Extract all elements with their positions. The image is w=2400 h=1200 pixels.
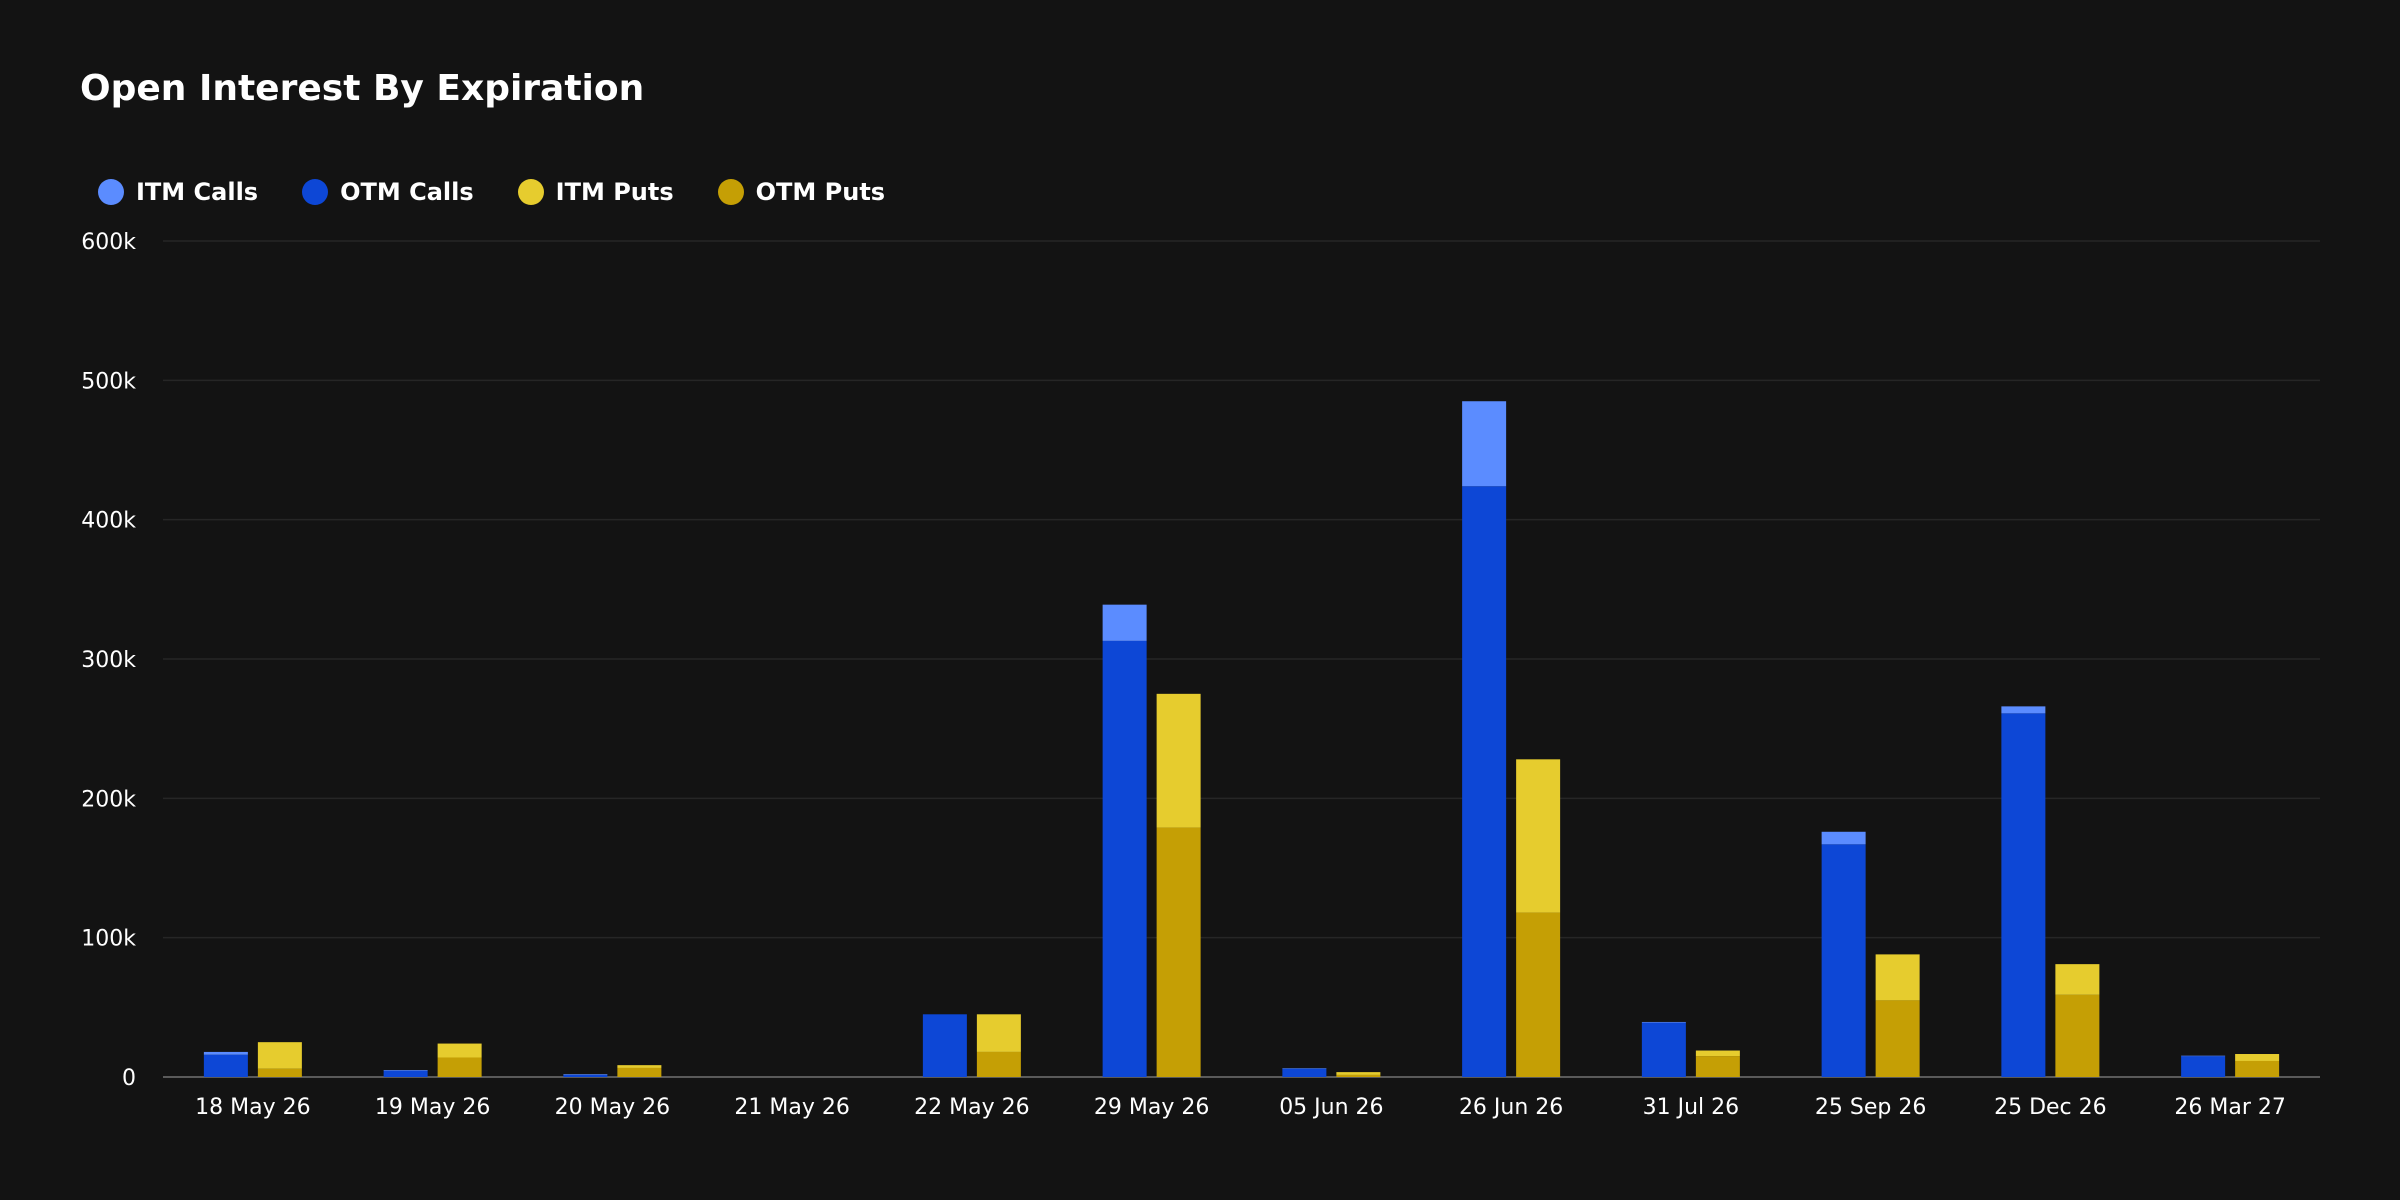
bar-itm-calls-5 [1102, 604, 1147, 641]
bar-itm-puts-9 [1875, 954, 1920, 1001]
bar-otm-calls-10 [2001, 713, 2046, 1077]
legend-item-itm-calls[interactable]: ITM Calls [98, 178, 258, 206]
chart-legend: ITM Calls OTM Calls ITM Puts OTM Puts [98, 178, 929, 206]
bar-itm-puts-11 [2235, 1054, 2280, 1061]
y-tick-label-200k: 200k [81, 787, 136, 812]
bar-otm-calls-4 [922, 1014, 967, 1077]
bar-otm-calls-9 [1821, 844, 1866, 1077]
x-tick-label-6: 05 Jun 26 [1279, 1095, 1383, 1120]
bar-itm-calls-7 [1462, 401, 1507, 487]
legend-label-otm-calls: OTM Calls [340, 178, 474, 206]
x-tick-label-3: 21 May 26 [734, 1095, 849, 1120]
bar-otm-puts-5 [1156, 827, 1201, 1077]
bar-otm-calls-6 [1282, 1068, 1327, 1077]
legend-label-otm-puts: OTM Puts [755, 178, 886, 206]
legend-dot-itm-puts [517, 179, 544, 205]
legend-item-itm-puts[interactable]: ITM Puts [517, 178, 674, 206]
legend-label-itm-puts: ITM Puts [555, 178, 674, 206]
y-tick-label-300k: 300k [81, 648, 136, 673]
y-tick-label-600k: 600k [81, 230, 136, 255]
bar-itm-puts-6 [1336, 1072, 1381, 1075]
legend-dot-itm-calls [98, 179, 124, 205]
bar-otm-calls-11 [2181, 1056, 2226, 1077]
bar-itm-calls-11 [2181, 1055, 2226, 1057]
y-tick-label-100k: 100k [81, 927, 136, 952]
bar-itm-puts-10 [2055, 964, 2100, 995]
bar-itm-puts-8 [1695, 1050, 1740, 1057]
legend-label-itm-calls: ITM Calls [136, 178, 259, 206]
x-tick-label-7: 26 Jun 26 [1459, 1095, 1563, 1120]
x-tick-label-10: 25 Dec 26 [1994, 1095, 2107, 1120]
x-tick-label-4: 22 May 26 [914, 1095, 1029, 1120]
bar-itm-puts-5 [1156, 693, 1201, 828]
bar-otm-calls-7 [1462, 486, 1507, 1077]
bar-otm-puts-8 [1695, 1056, 1740, 1077]
bar-otm-calls-0 [203, 1054, 248, 1077]
x-tick-label-1: 19 May 26 [375, 1095, 490, 1120]
bar-otm-calls-5 [1102, 640, 1147, 1077]
bar-otm-puts-9 [1875, 1000, 1920, 1077]
bar-itm-calls-6 [1282, 1068, 1327, 1069]
bar-itm-puts-1 [437, 1043, 482, 1058]
bar-otm-puts-6 [1336, 1074, 1381, 1077]
bar-otm-puts-7 [1516, 912, 1561, 1077]
bar-otm-puts-4 [976, 1051, 1021, 1077]
bar-itm-puts-7 [1516, 759, 1561, 913]
chart-title: Open Interest By Expiration [80, 68, 645, 109]
bar-itm-calls-0 [203, 1051, 248, 1055]
y-tick-label-500k: 500k [81, 369, 136, 394]
x-tick-label-2: 20 May 26 [555, 1095, 670, 1120]
bar-otm-calls-2 [563, 1074, 608, 1077]
x-tick-label-9: 25 Sep 26 [1815, 1095, 1926, 1120]
y-tick-label-0: 0 [122, 1066, 136, 1091]
x-tick-label-0: 18 May 26 [195, 1095, 310, 1120]
bar-otm-puts-10 [2055, 994, 2100, 1077]
bar-itm-calls-1 [383, 1070, 428, 1071]
legend-item-otm-calls[interactable]: OTM Calls [302, 178, 474, 206]
bar-itm-puts-2 [617, 1065, 662, 1068]
bar-otm-calls-8 [1641, 1022, 1686, 1077]
bar-otm-puts-1 [437, 1057, 482, 1077]
bar-otm-puts-0 [257, 1068, 302, 1077]
bar-otm-calls-1 [383, 1070, 428, 1077]
legend-item-otm-puts[interactable]: OTM Puts [717, 178, 886, 206]
x-tick-label-8: 31 Jul 26 [1643, 1095, 1740, 1120]
legend-dot-otm-calls [302, 179, 329, 205]
y-tick-label-400k: 400k [81, 509, 136, 534]
bar-itm-calls-9 [1821, 831, 1866, 845]
bar-itm-puts-4 [976, 1014, 1021, 1052]
x-tick-label-5: 29 May 26 [1094, 1095, 1209, 1120]
bar-otm-puts-2 [617, 1067, 662, 1077]
bar-itm-calls-2 [563, 1074, 608, 1075]
legend-dot-otm-puts [717, 179, 744, 205]
x-tick-label-11: 26 Mar 27 [2174, 1095, 2285, 1120]
bar-itm-puts-0 [257, 1042, 302, 1069]
bar-itm-calls-8 [1641, 1021, 1686, 1023]
bar-otm-puts-11 [2235, 1060, 2280, 1077]
bar-itm-calls-10 [2001, 706, 2046, 714]
